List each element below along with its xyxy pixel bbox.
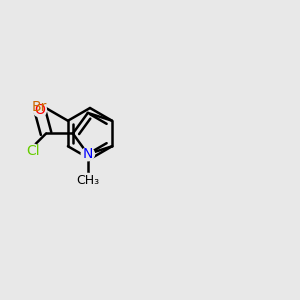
Circle shape	[33, 103, 46, 117]
Text: Br: Br	[32, 100, 47, 114]
Circle shape	[81, 148, 94, 161]
Circle shape	[80, 173, 95, 188]
Text: O: O	[34, 103, 45, 117]
Circle shape	[26, 144, 39, 157]
Text: CH₃: CH₃	[76, 174, 99, 188]
Text: Cl: Cl	[26, 143, 39, 158]
Circle shape	[33, 101, 46, 114]
Text: N: N	[82, 147, 93, 161]
